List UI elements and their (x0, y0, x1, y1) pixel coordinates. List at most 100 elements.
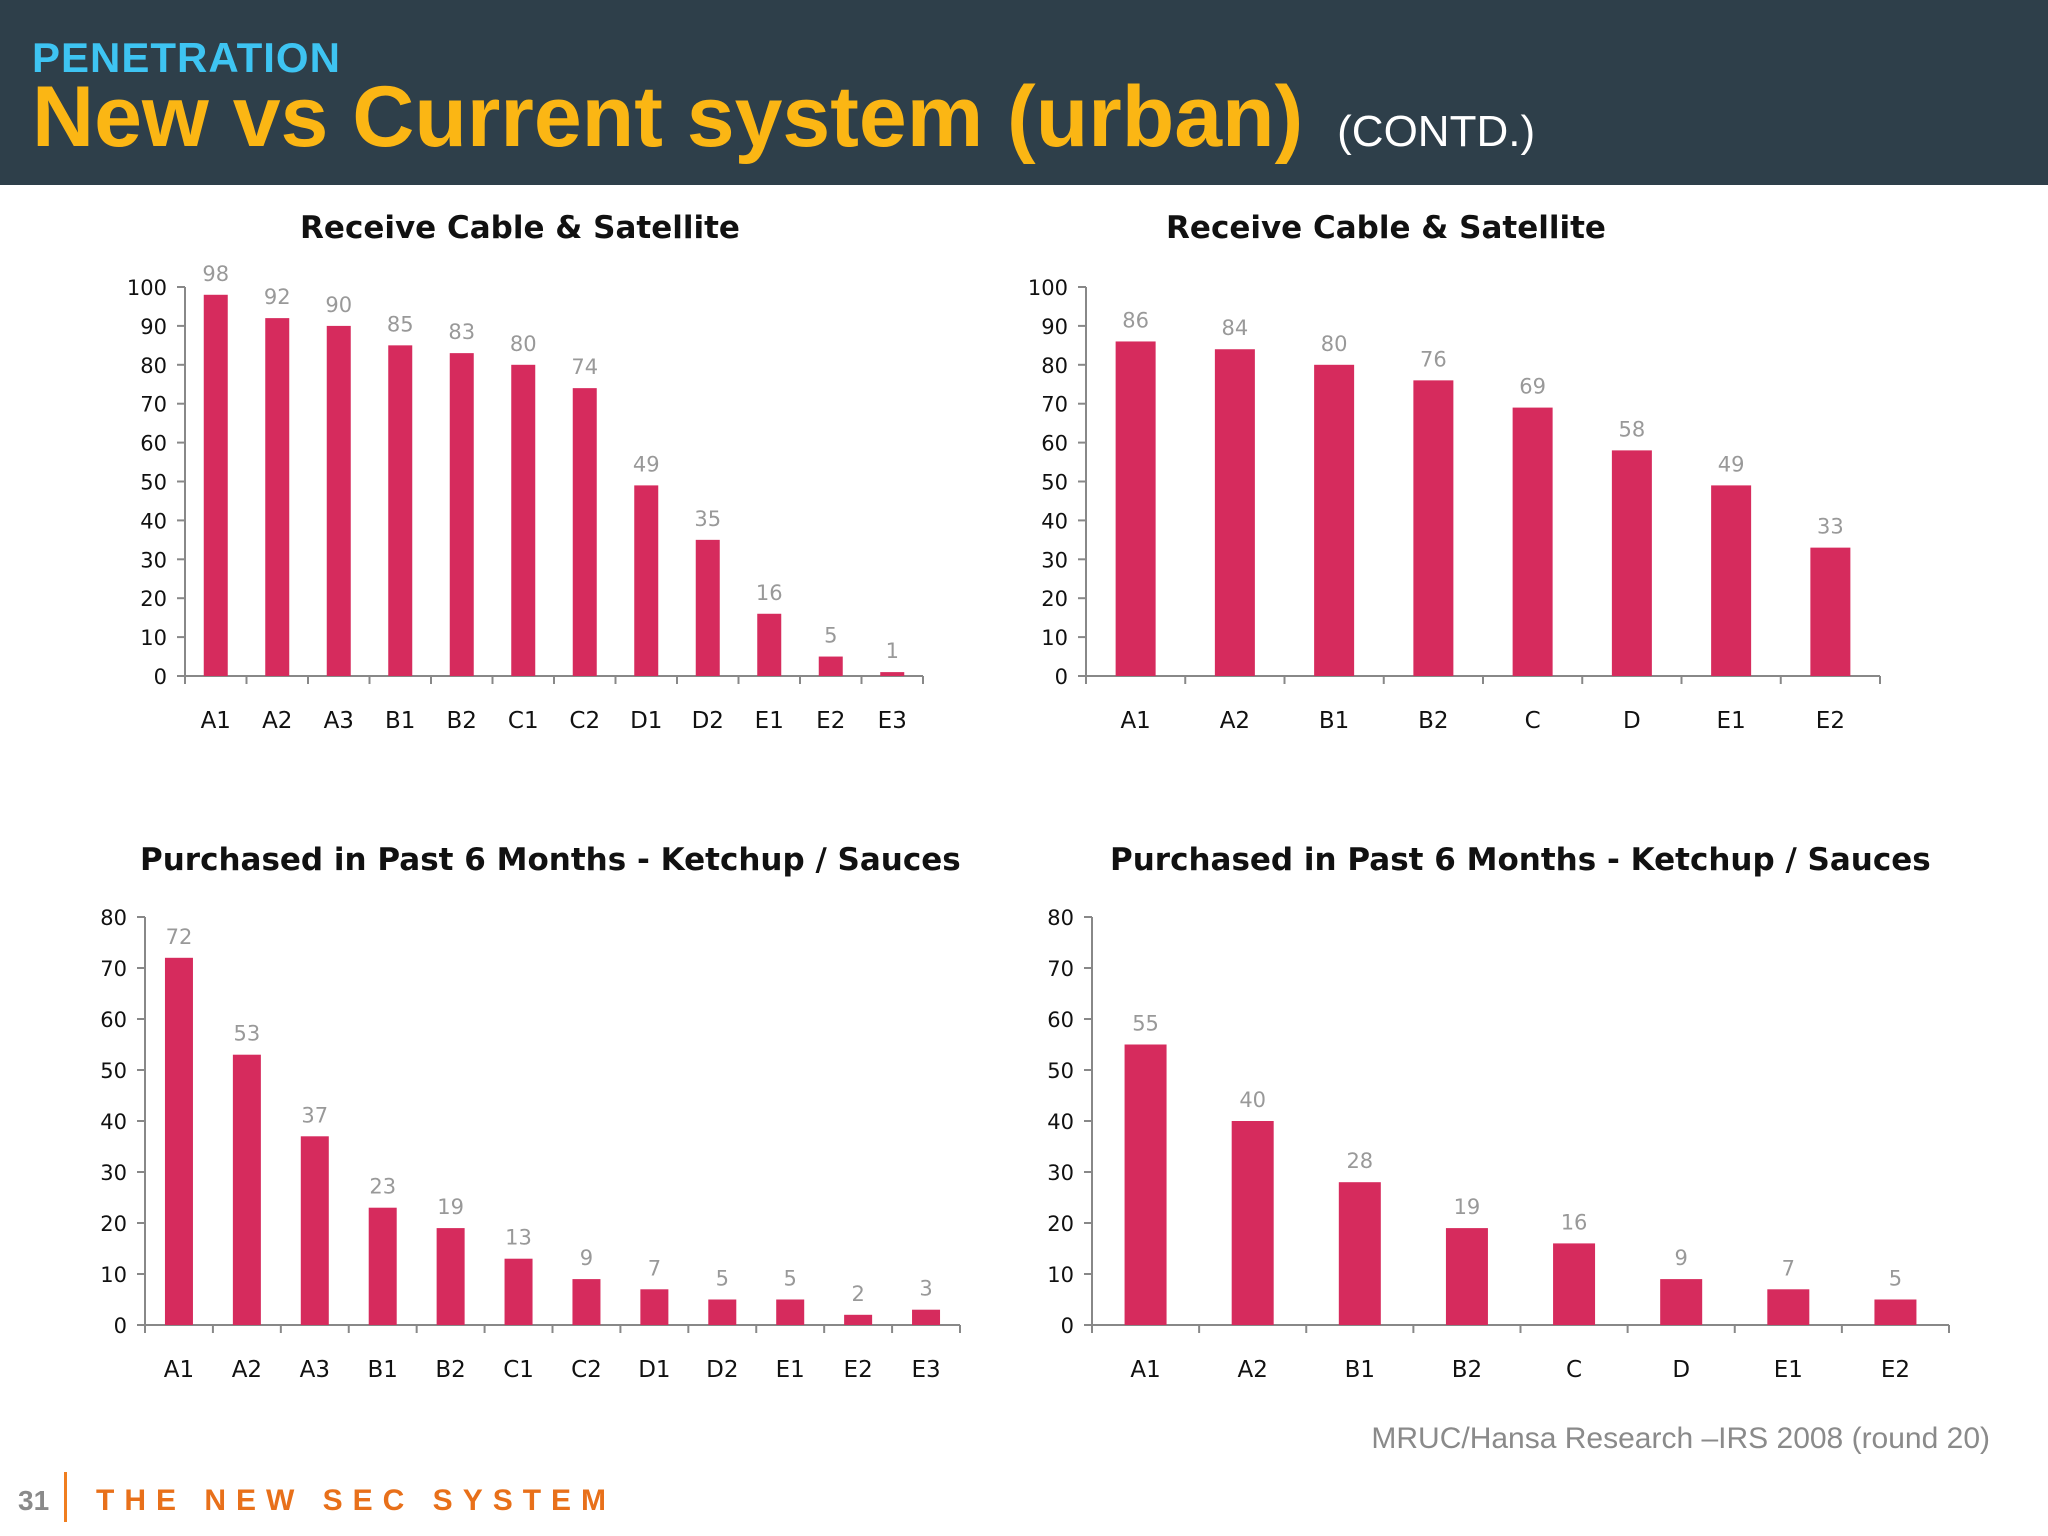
x-tick-label: E1 (1717, 708, 1746, 734)
y-tick-label: 10 (1041, 626, 1068, 650)
bar (880, 672, 905, 676)
data-label: 98 (202, 262, 229, 286)
data-label: 86 (1122, 308, 1149, 332)
footer-divider (64, 1472, 67, 1522)
bar (708, 1299, 737, 1325)
bar (1767, 1289, 1810, 1325)
header-bar: PENETRATION New vs Current system (urban… (0, 0, 2048, 185)
x-tick-label: C1 (508, 708, 539, 734)
data-label: 19 (437, 1195, 464, 1219)
bar (844, 1314, 873, 1325)
data-label: 92 (264, 285, 291, 309)
y-tick-label: 80 (1041, 354, 1068, 378)
chart-title-bottom-right: Purchased in Past 6 Months - Ketchup / S… (1110, 842, 1931, 878)
y-tick-label: 30 (100, 1161, 127, 1185)
x-tick-label: E3 (911, 1357, 940, 1383)
bar (504, 1258, 533, 1325)
bar (449, 353, 474, 676)
bar (1214, 349, 1255, 676)
bar (912, 1309, 941, 1325)
slide-title: New vs Current system (urban) (CONTD.) (32, 70, 1535, 165)
y-tick-label: 90 (1041, 315, 1068, 339)
bar (1231, 1121, 1274, 1325)
y-tick-label: 70 (140, 393, 167, 417)
bar (1445, 1228, 1488, 1325)
data-label: 35 (694, 507, 721, 531)
slide-title-main: New vs Current system (urban) (32, 69, 1304, 165)
x-tick-label: C (1525, 708, 1541, 734)
x-tick-label: A1 (164, 1357, 194, 1383)
x-tick-label: B1 (385, 708, 415, 734)
bar (1413, 380, 1454, 676)
bar (1874, 1299, 1917, 1325)
data-label: 55 (1132, 1012, 1159, 1036)
data-label: 69 (1519, 375, 1546, 399)
y-tick-label: 40 (140, 509, 167, 533)
data-label: 83 (448, 320, 475, 344)
y-tick-label: 30 (140, 548, 167, 572)
bar (232, 1054, 261, 1325)
y-tick-label: 10 (100, 1263, 127, 1287)
chart-title-bottom-left: Purchased in Past 6 Months - Ketchup / S… (140, 842, 961, 878)
y-tick-label: 60 (140, 432, 167, 456)
data-label: 40 (1239, 1088, 1266, 1112)
data-label: 23 (369, 1175, 396, 1199)
y-tick-label: 70 (100, 957, 127, 981)
source-note: MRUC/Hansa Research –IRS 2008 (round 20) (1371, 1422, 1990, 1455)
data-label: 2 (851, 1282, 864, 1306)
x-tick-label: E2 (1816, 708, 1845, 734)
x-tick-label: A1 (201, 708, 231, 734)
data-label: 49 (1718, 452, 1745, 476)
y-tick-label: 20 (1041, 587, 1068, 611)
y-tick-label: 60 (100, 1008, 127, 1032)
chart-title-top-left: Receive Cable & Satellite (300, 210, 740, 246)
x-tick-label: A1 (1120, 708, 1150, 734)
bar (1338, 1182, 1381, 1325)
y-tick-label: 100 (1028, 276, 1068, 300)
footer-title: THE NEW SEC SYSTEM (96, 1484, 617, 1517)
bar (1314, 364, 1355, 676)
data-label: 16 (1561, 1210, 1588, 1234)
bar (326, 325, 351, 676)
data-label: 5 (1889, 1267, 1902, 1291)
x-tick-label: E1 (755, 708, 784, 734)
y-tick-label: 50 (1047, 1059, 1074, 1083)
data-label: 90 (325, 293, 352, 317)
y-tick-label: 10 (140, 626, 167, 650)
data-label: 5 (824, 624, 837, 648)
y-tick-label: 10 (1047, 1263, 1074, 1287)
x-tick-label: A2 (232, 1357, 262, 1383)
bar (368, 1207, 397, 1325)
bar (695, 539, 720, 676)
y-tick-label: 0 (1055, 665, 1068, 689)
y-tick-label: 0 (1061, 1314, 1074, 1338)
data-label: 9 (1675, 1246, 1688, 1270)
y-tick-label: 50 (100, 1059, 127, 1083)
x-tick-label: C2 (571, 1357, 602, 1383)
bar (203, 294, 228, 676)
x-tick-label: D2 (706, 1357, 738, 1383)
data-label: 80 (510, 332, 537, 356)
data-label: 37 (301, 1103, 328, 1127)
bar (436, 1228, 465, 1325)
slide-title-suffix: (CONTD.) (1337, 107, 1536, 156)
y-tick-label: 80 (140, 354, 167, 378)
y-tick-label: 20 (100, 1212, 127, 1236)
data-label: 33 (1817, 515, 1844, 539)
x-tick-label: C2 (569, 708, 600, 734)
y-tick-label: 30 (1041, 548, 1068, 572)
x-tick-label: E2 (1881, 1357, 1910, 1383)
data-label: 7 (648, 1256, 661, 1280)
x-tick-label: D1 (630, 708, 662, 734)
x-tick-label: B1 (367, 1357, 397, 1383)
data-label: 19 (1454, 1195, 1481, 1219)
y-tick-label: 70 (1041, 393, 1068, 417)
y-tick-label: 20 (140, 587, 167, 611)
y-tick-label: 0 (114, 1314, 127, 1338)
x-tick-label: D2 (692, 708, 724, 734)
bar (164, 957, 193, 1325)
data-label: 84 (1222, 316, 1249, 340)
data-label: 80 (1321, 332, 1348, 356)
data-label: 74 (571, 355, 598, 379)
y-tick-label: 50 (140, 471, 167, 495)
